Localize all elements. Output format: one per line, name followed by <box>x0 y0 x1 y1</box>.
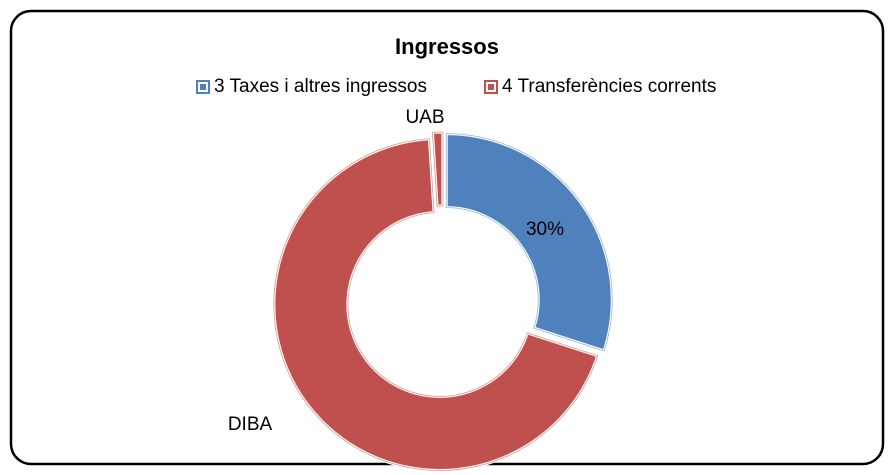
legend-label: 3 Taxes i altres ingressos <box>214 76 427 97</box>
legend-label: 4 Transferències corrents <box>502 76 716 97</box>
legend-swatch-inner <box>200 84 206 90</box>
donut-slice-outline <box>273 138 599 471</box>
slice-label: DIBA <box>228 414 273 435</box>
chart-title: Ingressos <box>395 34 499 59</box>
legend-swatch-inner <box>488 84 494 90</box>
slice-label: 30% <box>526 219 564 240</box>
donut-slice-outline <box>432 131 444 207</box>
slice-label: UAB <box>405 107 444 128</box>
donut-slice-outline <box>445 133 613 352</box>
